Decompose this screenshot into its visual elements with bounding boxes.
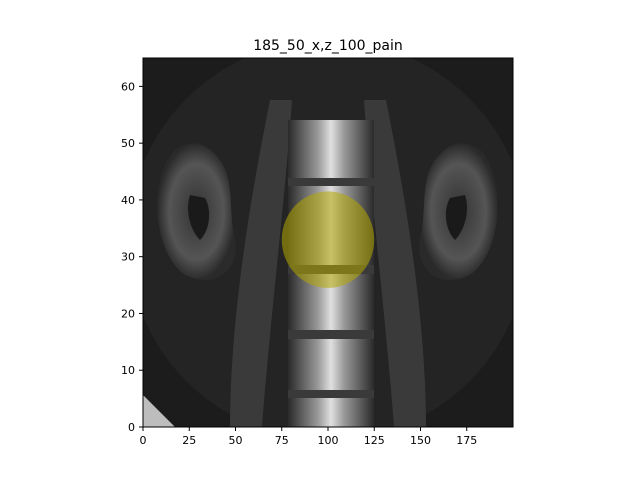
y-tick-label: 20: [121, 307, 135, 320]
pelvis-bone: [143, 395, 175, 427]
x-tick-label: 100: [318, 434, 339, 447]
disc-gap: [288, 178, 374, 186]
y-axis: 0 10 20 30 40 50 60: [121, 80, 143, 434]
x-tick-label: 25: [182, 434, 196, 447]
y-tick-label: 60: [121, 80, 135, 93]
x-tick-label: 150: [410, 434, 431, 447]
x-tick-label: 0: [140, 434, 147, 447]
x-axis: 0 25 50 75 100 125 150 175: [140, 427, 477, 447]
left-renal-pelvis: [188, 195, 210, 240]
figure-title: 185_50_x,z_100_pain: [253, 38, 403, 54]
y-tick-label: 30: [121, 251, 135, 264]
y-tick-label: 40: [121, 194, 135, 207]
x-tick-label: 75: [275, 434, 289, 447]
x-tick-label: 125: [364, 434, 385, 447]
x-tick-label: 175: [456, 434, 477, 447]
y-tick-label: 10: [121, 364, 135, 377]
highlight-overlay: [281, 191, 375, 288]
right-renal-pelvis: [445, 195, 467, 240]
x-tick-label: 50: [229, 434, 243, 447]
y-tick-label: 50: [121, 137, 135, 150]
ct-image: [143, 58, 513, 427]
disc-gap: [288, 330, 374, 339]
disc-gap: [288, 390, 374, 398]
left-psoas: [230, 100, 292, 427]
right-psoas: [364, 100, 426, 427]
y-tick-label: 0: [128, 421, 135, 434]
